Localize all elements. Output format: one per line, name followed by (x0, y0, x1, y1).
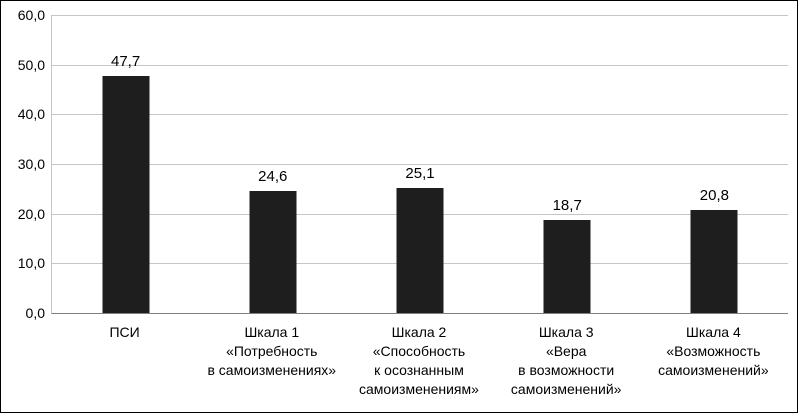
y-tick-label: 50,0 (17, 56, 45, 73)
gridline (52, 114, 788, 116)
bar-value-label: 47,7 (110, 53, 141, 71)
y-tick-label: 30,0 (17, 156, 45, 172)
gridline (52, 15, 788, 16)
bar-value-label: 20,8 (699, 186, 729, 204)
y-tick-label: 10,0 (17, 255, 45, 272)
plot-area: 0,0 10,0 20,0 30,0 40,0 50,0 60,0 47,7 24,6 25,1 1… (18, 8, 788, 320)
bar-column: 20,8 (641, 15, 788, 313)
bar-value-label: 18,7 (552, 197, 582, 215)
x-category-label: Шкала 4 «Возможность самоизменений» (658, 324, 769, 378)
gridline (52, 64, 788, 66)
y-tick-label: 60,0 (17, 7, 45, 23)
x-category-label: Шкала 3 «Вера в возможности самоизменени… (510, 324, 622, 397)
x-category-label: Шкала 2 «Способность к осознанным самоиз… (359, 324, 479, 397)
bar (249, 190, 297, 313)
bar-column: 47,7 (52, 15, 199, 313)
y-tick-label: 20,0 (17, 205, 45, 222)
bar (102, 76, 150, 313)
x-axis-labels: ПСИ Шкала 1 «Потребность в самоизменениях… (51, 323, 787, 409)
bar (690, 209, 738, 313)
x-category-label: Шкала 1 «Потребность в самоизменениях» (207, 324, 337, 378)
y-tick-label: 0,0 (25, 305, 45, 321)
bar-column: 18,7 (494, 15, 641, 313)
bar-value-label: 25,1 (405, 165, 435, 183)
bar-value-label: 24,6 (258, 167, 288, 185)
bar (396, 188, 444, 313)
gridline (52, 164, 788, 165)
bar-column: 24,6 (199, 15, 346, 313)
y-tick-label: 40,0 (17, 106, 45, 123)
bar-column: 25,1 (346, 15, 493, 313)
x-category-label: ПСИ (109, 324, 140, 340)
bar (543, 220, 591, 313)
